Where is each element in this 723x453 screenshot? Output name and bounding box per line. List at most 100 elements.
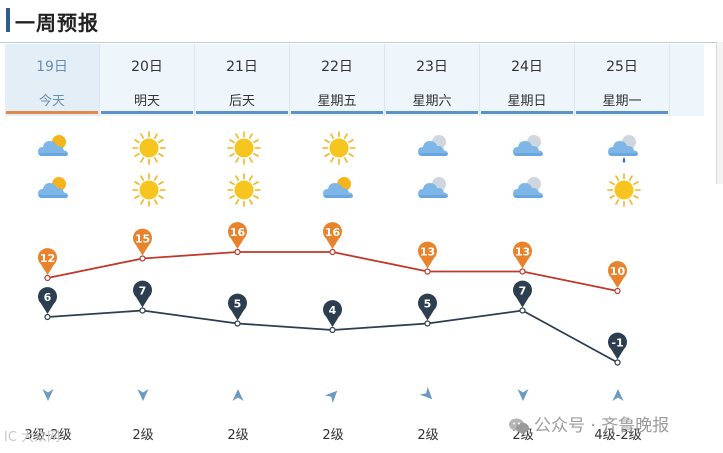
day-label: 今天: [38, 94, 65, 109]
wechat-icon: [509, 418, 529, 434]
wind-level: 2级: [512, 428, 534, 443]
high-temp-marker: [608, 261, 627, 288]
cloudy-icon: [416, 130, 452, 166]
day-underline: [386, 111, 478, 114]
day-date: 21日: [226, 59, 258, 75]
high-temp-marker: [513, 241, 532, 269]
day-date: 24日: [511, 59, 543, 75]
high-temp-point: [329, 248, 336, 256]
day-date: 23日: [416, 59, 448, 75]
high-temp-label: 12: [40, 252, 55, 265]
low-temp-label: -1: [611, 337, 623, 350]
sunny-icon: [226, 172, 262, 208]
low-temp-marker: [513, 280, 532, 308]
high-temp-point: [424, 268, 431, 275]
page-title: 一周预报: [15, 11, 99, 35]
wind-level: 2级: [417, 428, 439, 443]
partly-cloudy-icon: [36, 130, 72, 166]
day-label: 星期五: [317, 94, 357, 109]
high-temp-marker: [323, 222, 342, 249]
sunny-icon: [606, 172, 642, 208]
day-column-6[interactable]: 25日 星期一: [575, 44, 670, 116]
low-temp-label: 7: [139, 285, 147, 298]
low-temp-point: [519, 307, 526, 314]
low-temp-marker: [228, 293, 247, 321]
high-temp-point: [234, 248, 241, 256]
low-temp-marker: [133, 280, 152, 308]
scrollbar[interactable]: [716, 42, 723, 184]
low-temp-marker: [608, 332, 627, 360]
partly-cloudy-icon: [321, 172, 357, 208]
wind-direction-arrow-icon: [136, 387, 150, 401]
low-temp-label: 5: [234, 298, 242, 311]
watermark-left: IC 大众网: [4, 430, 61, 445]
low-temp-label: 7: [519, 285, 527, 298]
day-column-0[interactable]: 19日今天: [5, 44, 100, 116]
high-temp-point: [44, 274, 51, 282]
day-underline: [576, 111, 668, 114]
day-date: 25日: [606, 59, 638, 75]
title-bar: 一周预报: [0, 0, 723, 43]
wind-direction-arrow-icon: [516, 387, 530, 401]
partly-cloudy-icon: [36, 172, 72, 208]
day-label: 星期日: [507, 94, 547, 109]
low-temp-point: [234, 320, 241, 327]
sunny-icon: [131, 172, 167, 208]
cloudy-icon: [511, 172, 547, 208]
sunny-icon: [321, 130, 357, 166]
high-temp-marker: [38, 248, 57, 275]
wind-level: 2级: [132, 428, 154, 443]
high-temp-point: [139, 255, 146, 262]
low-temp-marker: [323, 300, 342, 327]
day-label: 星期六: [412, 94, 452, 109]
low-temp-point: [329, 326, 336, 334]
day-date: 20日: [131, 59, 163, 75]
low-temp-point: [44, 313, 51, 321]
cloudy-icon: [416, 172, 452, 208]
title-accent-bar: [6, 8, 10, 32]
wind-level: 4级-2级: [594, 428, 642, 443]
high-temp-label: 16: [230, 226, 246, 239]
high-temp-marker: [228, 222, 247, 249]
day-date: 19日: [36, 59, 68, 75]
wind-direction-arrow-icon: [419, 386, 435, 401]
day-label: 后天: [228, 94, 255, 109]
watermark-right: 公众号 · 齐鲁晚报: [508, 411, 669, 436]
day-date: 22日: [321, 59, 353, 75]
day-label: 明天: [133, 94, 160, 109]
day-column-3[interactable]: 22日星期五: [290, 44, 385, 116]
sunny-icon: [226, 130, 262, 166]
day-underline: [6, 111, 98, 114]
high-temp-marker: [133, 228, 152, 256]
low-temp-point: [424, 320, 431, 327]
high-temp-label: 10: [610, 265, 626, 278]
high-temp-marker: [418, 241, 437, 269]
light-rain-icon: [606, 130, 642, 166]
wind-level: 3级-2级: [24, 428, 72, 443]
day-column-4[interactable]: 23日星期六: [385, 44, 480, 116]
day-column-2[interactable]: 21日后天: [195, 44, 290, 116]
low-temp-marker: [38, 287, 57, 314]
wind-level: 2级: [322, 428, 344, 443]
high-temp-line: [47, 251, 618, 292]
wind-level: 2级: [227, 428, 249, 443]
high-temp-label: 15: [135, 233, 150, 246]
day-underline: [196, 111, 288, 114]
cloudy-icon: [511, 130, 547, 166]
wind-direction-arrow-icon: [324, 387, 340, 404]
day-header-row: 19日 今天 20日 明天 21日 后天 22日 星期五 23日 星期六 24日 星期日 25日 星期一: [5, 44, 704, 116]
low-temp-point: [614, 359, 621, 366]
low-temp-point: [139, 307, 146, 314]
high-temp-point: [519, 268, 526, 275]
wind-direction-arrow-icon: [611, 387, 625, 401]
wind-direction-arrow-icon: [41, 387, 55, 401]
day-column-1[interactable]: 20日明天: [100, 44, 195, 116]
low-temp-label: 5: [424, 298, 432, 311]
low-temp-marker: [418, 293, 437, 321]
high-temp-point: [614, 287, 621, 295]
sunny-icon: [131, 130, 167, 166]
day-underline: [481, 111, 573, 114]
day-column-5[interactable]: 24日星期日: [480, 44, 575, 116]
day-underline: [291, 111, 383, 114]
